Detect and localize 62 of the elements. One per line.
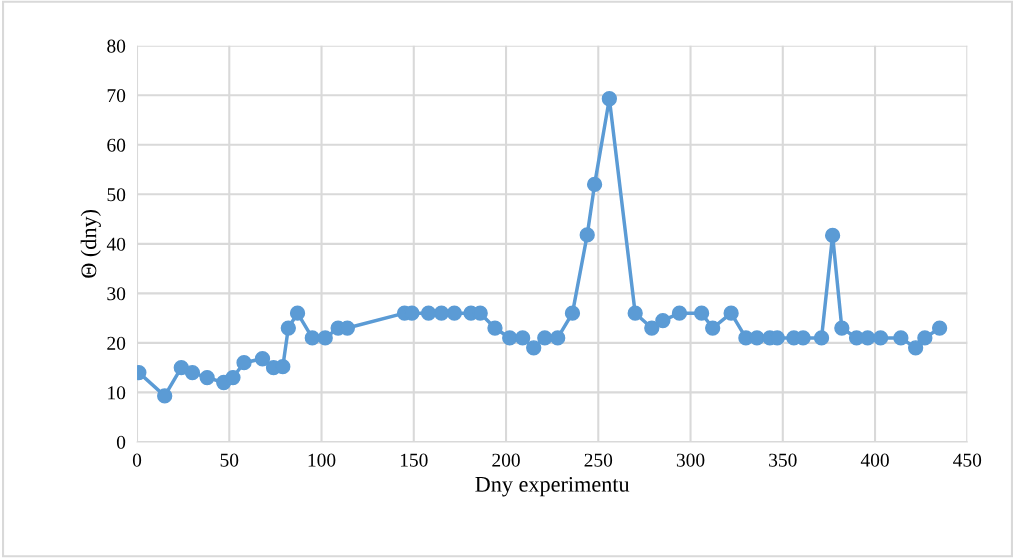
x-tick-label: 200 [492, 453, 520, 467]
x-tick-label: 50 [220, 453, 239, 467]
y-tick-label: 20 [107, 336, 126, 350]
x-tick-label: 450 [953, 453, 982, 467]
point [907, 340, 924, 356]
point [420, 305, 437, 321]
point [550, 330, 566, 346]
point [502, 330, 518, 346]
point [537, 330, 553, 346]
x-tick-label: 100 [308, 453, 336, 467]
point [433, 305, 450, 321]
point [872, 330, 889, 346]
y-axis-title: Θ (dny) [80, 209, 101, 278]
x-tick-label: 300 [676, 453, 705, 467]
y-tick-label: 30 [107, 287, 126, 301]
point [893, 330, 909, 346]
point [860, 330, 876, 346]
x-tick-label: 350 [769, 453, 797, 467]
point [834, 320, 850, 336]
point [487, 320, 503, 336]
y-tick-label: 10 [108, 386, 126, 400]
y-tick-label: 80 [107, 39, 126, 53]
y-tick-label: 0 [116, 435, 126, 449]
point [705, 320, 721, 336]
y-tick-label: 50 [107, 188, 126, 202]
point [586, 176, 603, 193]
point [749, 330, 765, 346]
point [931, 320, 948, 336]
point [627, 305, 643, 321]
point [446, 305, 463, 321]
x-tick-label: 150 [400, 453, 428, 467]
point [199, 369, 215, 386]
point [184, 364, 201, 381]
x-tick-label: 400 [860, 453, 889, 467]
point [275, 359, 291, 375]
point [254, 351, 271, 367]
x-axis-title: Dny experimentu [475, 476, 630, 497]
point [280, 320, 296, 336]
point [579, 227, 595, 243]
point [644, 320, 660, 336]
y-tick-label: 70 [107, 89, 126, 103]
point [236, 355, 252, 371]
point [655, 312, 671, 329]
point [317, 330, 333, 346]
point [564, 305, 581, 321]
point [917, 330, 933, 346]
point [824, 227, 841, 244]
point [813, 330, 830, 346]
point [601, 91, 617, 107]
x-tick-label: 0 [132, 453, 142, 467]
point [526, 340, 542, 356]
point [225, 369, 241, 386]
point [723, 305, 739, 321]
point [289, 305, 306, 321]
y-tick-label: 60 [107, 138, 126, 152]
point [514, 330, 531, 346]
y-tick-label: 40 [106, 237, 126, 251]
point [693, 305, 710, 321]
point [157, 388, 173, 404]
point [671, 305, 688, 321]
x-tick-label: 250 [584, 453, 613, 467]
point [304, 330, 320, 346]
